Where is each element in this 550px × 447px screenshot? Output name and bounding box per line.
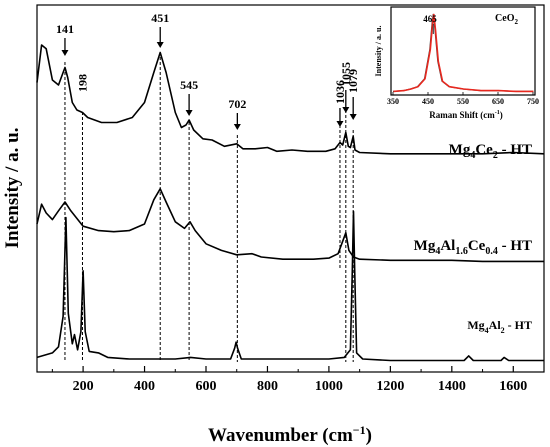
y-axis-label: Intensity / a. u.: [2, 128, 23, 249]
series-labels: Mg4Ce2 - HT Mg4Al1.6Ce0.4 - HT Mg4Al2 - HT: [414, 142, 532, 335]
peak-label: 1079: [346, 69, 360, 93]
x-tick-label: 1400: [438, 379, 466, 394]
peak-arrowhead: [336, 121, 344, 127]
peak-arrowhead: [342, 107, 350, 113]
x-tick-label: 1200: [376, 379, 404, 394]
peak-arrowhead: [156, 42, 164, 48]
series-line: [36, 44, 545, 155]
peak-arrowhead: [233, 124, 241, 130]
series-line: [36, 210, 544, 362]
x-tick-label: 600: [196, 379, 217, 394]
peak-label: 702: [228, 97, 246, 111]
inset-chart: CeO2 Raman Shift (cm-1) Intensity / a. u…: [374, 6, 539, 120]
x-tick-label: 200: [73, 379, 94, 394]
spectra: [36, 44, 545, 362]
plot-frame: [36, 4, 545, 373]
peak-label: 1055: [339, 62, 353, 86]
peak-markers: [64, 52, 354, 362]
inset-x-tick-label: 650: [492, 97, 504, 106]
series-label: Mg4Al2 - HT: [467, 318, 532, 335]
peak-label: 1036: [333, 80, 347, 104]
series-line: [36, 188, 544, 263]
inset-x-tick-label: 450: [422, 97, 434, 106]
x-tick-label: 1000: [315, 379, 343, 394]
peak-arrowhead: [61, 50, 69, 56]
x-tick-label: 400: [134, 379, 155, 394]
inset-x-tick-label: 550: [457, 97, 469, 106]
peak-label: 451: [151, 11, 169, 25]
peak-arrowhead: [185, 110, 193, 116]
inset-y-label: Intensity / a. u.: [374, 26, 383, 77]
inset-x-label: Raman Shift (cm-1): [429, 110, 503, 120]
x-tick-label: 1600: [499, 379, 527, 394]
peak-label: 198: [76, 74, 90, 92]
series-label: Mg4Al1.6Ce0.4 - HT: [414, 238, 532, 257]
peak-label: 141: [56, 22, 74, 36]
inset-data-line: [392, 13, 533, 92]
series-label: Mg4Ce2 - HT: [449, 142, 532, 161]
peak-arrowhead: [349, 114, 357, 120]
inset-fit-line: [393, 13, 534, 93]
x-axis-label: Wavenumber (cm−1): [208, 423, 372, 446]
inset-x-tick-label: 750: [527, 97, 539, 106]
inset-peak-label: 465: [423, 14, 437, 24]
inset-x-tick-label: 350: [387, 97, 399, 106]
peak-label: 545: [180, 78, 198, 92]
x-axis: 200 400 600 800 1000 1200 1400 1600: [51, 366, 545, 394]
x-tick-label: 800: [257, 379, 278, 394]
inset-title: CeO2: [495, 13, 518, 26]
